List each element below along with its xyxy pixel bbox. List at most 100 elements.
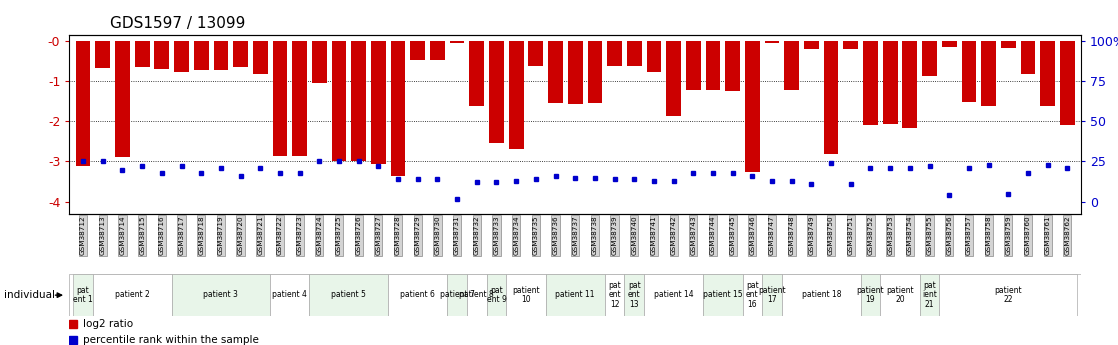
Text: patient
19: patient 19 — [856, 286, 884, 304]
Text: GSM38716: GSM38716 — [159, 216, 164, 255]
Text: GSM38747: GSM38747 — [769, 216, 775, 255]
Bar — [388, 274, 447, 316]
Text: GSM38714: GSM38714 — [120, 216, 125, 255]
Text: GSM38727: GSM38727 — [376, 216, 381, 255]
Text: GSM38720: GSM38720 — [237, 216, 244, 255]
Text: GSM38749: GSM38749 — [808, 216, 814, 255]
Text: GSM38758: GSM38758 — [986, 216, 992, 255]
Text: GSM38742: GSM38742 — [671, 216, 676, 255]
Text: GSM38743: GSM38743 — [690, 216, 697, 255]
Text: GSM38738: GSM38738 — [591, 216, 598, 255]
Text: GSM38732: GSM38732 — [474, 216, 480, 255]
Bar — [548, 41, 562, 103]
Bar — [1021, 41, 1035, 73]
Bar — [371, 41, 386, 164]
Bar — [922, 41, 937, 76]
Text: patient
20: patient 20 — [887, 286, 913, 304]
Text: GSM38715: GSM38715 — [139, 216, 145, 255]
Text: GDS1597 / 13099: GDS1597 / 13099 — [110, 16, 245, 31]
Text: GSM38750: GSM38750 — [828, 216, 834, 255]
Bar — [705, 41, 720, 90]
Text: patient 7: patient 7 — [439, 290, 474, 299]
Text: GSM38736: GSM38736 — [552, 216, 559, 255]
Bar — [627, 41, 642, 66]
Bar — [961, 41, 976, 102]
Text: patient 11: patient 11 — [556, 290, 595, 299]
Bar — [939, 274, 1077, 316]
Text: GSM38713: GSM38713 — [100, 216, 106, 255]
Bar — [982, 41, 996, 106]
Text: pat
ient
21: pat ient 21 — [922, 281, 937, 309]
Text: percentile rank within the sample: percentile rank within the sample — [83, 335, 258, 345]
Text: GSM38734: GSM38734 — [513, 216, 519, 255]
Text: GSM38719: GSM38719 — [218, 216, 224, 255]
Bar — [843, 41, 859, 49]
Bar — [902, 41, 917, 128]
Bar — [470, 41, 484, 106]
Text: pat
ent 9: pat ent 9 — [486, 286, 506, 304]
Text: log2 ratio: log2 ratio — [83, 319, 133, 329]
Bar — [135, 41, 150, 67]
Bar — [506, 274, 546, 316]
Bar — [154, 41, 169, 69]
Text: GSM38745: GSM38745 — [730, 216, 736, 255]
Text: pat
ent
12: pat ent 12 — [608, 281, 620, 309]
Text: GSM38718: GSM38718 — [198, 216, 205, 255]
Bar — [765, 41, 779, 42]
Text: GSM38759: GSM38759 — [1005, 216, 1012, 255]
Text: GSM38717: GSM38717 — [179, 216, 184, 255]
Bar — [686, 41, 701, 90]
Text: GSM38744: GSM38744 — [710, 216, 716, 255]
Bar — [509, 41, 523, 149]
Bar — [880, 274, 920, 316]
Bar — [781, 274, 861, 316]
Bar — [449, 41, 464, 42]
Bar — [486, 274, 506, 316]
Bar — [430, 41, 445, 60]
Bar — [1060, 41, 1074, 125]
Bar — [646, 41, 662, 72]
Text: GSM38752: GSM38752 — [868, 216, 873, 255]
Text: GSM38735: GSM38735 — [533, 216, 539, 255]
Text: GSM38746: GSM38746 — [749, 216, 756, 255]
Text: GSM38739: GSM38739 — [612, 216, 617, 255]
Text: pat
ent 1: pat ent 1 — [73, 286, 93, 304]
Text: GSM38724: GSM38724 — [316, 216, 322, 255]
Text: patient 4: patient 4 — [273, 290, 307, 299]
Bar — [745, 41, 760, 172]
Text: patient 3: patient 3 — [203, 290, 238, 299]
Text: patient 18: patient 18 — [802, 290, 841, 299]
Bar — [861, 274, 880, 316]
Text: GSM38726: GSM38726 — [356, 216, 362, 255]
Bar — [76, 41, 91, 166]
Bar — [214, 41, 228, 70]
Text: patient
22: patient 22 — [994, 286, 1022, 304]
Bar — [568, 41, 582, 104]
Bar — [410, 41, 425, 60]
Text: GSM38728: GSM38728 — [395, 216, 401, 255]
Text: GSM38712: GSM38712 — [80, 216, 86, 255]
Bar — [332, 41, 347, 161]
Bar — [920, 274, 939, 316]
Bar — [804, 41, 818, 49]
Text: GSM38751: GSM38751 — [847, 216, 854, 255]
Bar — [95, 41, 111, 68]
Bar — [605, 274, 625, 316]
Text: patient 15: patient 15 — [703, 290, 742, 299]
Bar — [271, 274, 310, 316]
Text: GSM38740: GSM38740 — [632, 216, 637, 255]
Bar — [93, 274, 172, 316]
Text: GSM38748: GSM38748 — [788, 216, 795, 255]
Bar — [74, 274, 93, 316]
Text: GSM38729: GSM38729 — [415, 216, 420, 255]
Text: GSM38733: GSM38733 — [493, 216, 500, 255]
Bar — [115, 41, 130, 157]
Text: GSM38753: GSM38753 — [888, 216, 893, 255]
Text: GSM38757: GSM38757 — [966, 216, 972, 255]
Bar — [588, 41, 603, 103]
Bar — [529, 41, 543, 66]
Text: GSM38761: GSM38761 — [1044, 216, 1051, 255]
Bar — [467, 274, 486, 316]
Text: patient 14: patient 14 — [654, 290, 693, 299]
Bar — [726, 41, 740, 90]
